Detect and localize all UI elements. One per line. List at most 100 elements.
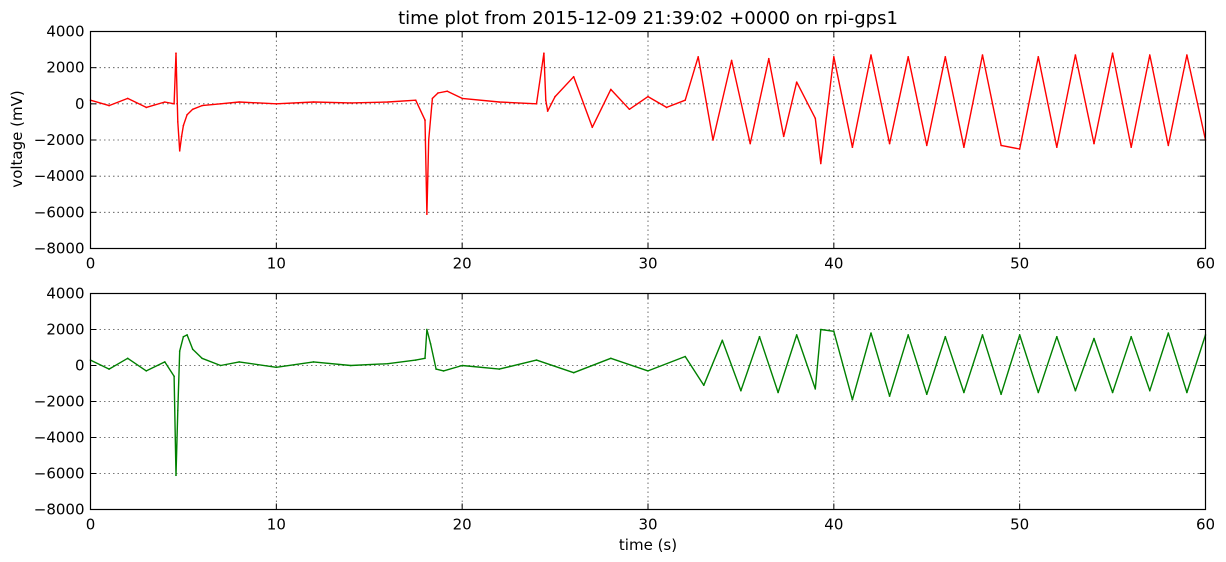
data-point (446, 90, 449, 92)
data-point (767, 57, 770, 60)
voltage-panel-top: time plot from 2015-12-09 21:39:02 +0000… (8, 8, 1215, 273)
data-point (782, 135, 785, 138)
data-point (219, 364, 222, 367)
data-point (164, 101, 166, 103)
y-tick-label: −2000 (34, 131, 85, 149)
data-point (1130, 146, 1132, 149)
data-point (610, 88, 612, 91)
data-point (429, 343, 432, 345)
data-point (1148, 54, 1151, 56)
data-point (572, 75, 575, 78)
data-point (546, 110, 549, 112)
data-point (758, 335, 761, 338)
data-point (730, 59, 733, 62)
data-point (628, 108, 631, 111)
x-tick-label: 30 (638, 255, 657, 273)
x-tick-label: 20 (453, 516, 472, 534)
data-point (1037, 56, 1040, 58)
data-point (870, 332, 872, 334)
data-point (1056, 146, 1058, 149)
y-tick-label: −4000 (34, 429, 85, 447)
data-point (312, 101, 315, 103)
data-point (275, 366, 278, 369)
data-point (1186, 54, 1188, 56)
data-point (349, 102, 352, 104)
data-point (647, 95, 649, 98)
data-point (424, 357, 426, 360)
data-point (1130, 335, 1132, 338)
data-point (1018, 148, 1021, 150)
x-tick-label: 60 (1196, 255, 1215, 273)
data-point (665, 106, 668, 109)
data-point (702, 384, 705, 387)
data-point (870, 54, 872, 56)
data-point (437, 92, 439, 94)
y-axis-label: voltage (mV) (8, 90, 26, 187)
data-point (572, 371, 575, 374)
x-tick-label: 10 (267, 516, 286, 534)
y-tick-label: −6000 (34, 465, 85, 483)
data-point (740, 389, 742, 392)
data-point (275, 103, 278, 105)
data-point (145, 370, 148, 372)
data-point (610, 357, 612, 360)
ticks-bottom: 0 10 20 30 40 50 60 −8000 −6000 −4000 −2000 0 2000 40… (34, 285, 1215, 534)
data-point (498, 101, 501, 103)
data-point (888, 142, 891, 145)
data-point (925, 144, 928, 147)
data-point (186, 113, 188, 116)
data-point (833, 56, 835, 58)
y-tick-label: 4000 (46, 23, 84, 41)
ticks-top: 0 10 20 30 40 50 60 −8000 −6000 −4000 −2000 0 2000 40… (34, 23, 1215, 273)
data-point (414, 359, 417, 361)
data-point (543, 52, 545, 54)
data-point (851, 398, 854, 401)
data-point (944, 56, 947, 58)
data-point (186, 334, 188, 336)
data-point (191, 108, 194, 111)
data-point (963, 391, 965, 394)
data-point (435, 368, 437, 370)
data-point (426, 213, 428, 215)
data-point (461, 364, 463, 367)
data-point (535, 359, 538, 361)
data-point (1037, 391, 1040, 394)
data-point (175, 474, 177, 477)
data-point (888, 395, 891, 397)
data-point (907, 56, 909, 58)
data-point (684, 99, 686, 102)
data-point (777, 391, 779, 394)
data-point (108, 104, 110, 107)
data-point (177, 121, 179, 123)
x-tick-label: 20 (453, 255, 472, 273)
data-point (126, 357, 129, 360)
data-point (178, 350, 181, 352)
data-point (238, 101, 240, 103)
data-point (814, 388, 817, 390)
data-point (1018, 334, 1021, 336)
data-point (851, 146, 854, 149)
y-tick-label: −8000 (34, 501, 85, 519)
data-point (180, 135, 183, 138)
data-point (820, 162, 822, 165)
data-point (544, 99, 547, 102)
data-point (684, 355, 686, 358)
data-point (554, 95, 556, 98)
data-point (1167, 332, 1170, 334)
data-point (535, 103, 538, 105)
data-point (431, 97, 434, 100)
y-tick-label: −2000 (34, 393, 85, 411)
data-point (201, 357, 203, 360)
data-point (1093, 142, 1095, 145)
data-point (795, 334, 798, 336)
x-tick-label: 60 (1196, 516, 1215, 534)
x-tick-label: 0 (86, 255, 96, 273)
data-point (820, 328, 822, 331)
x-tick-label: 40 (824, 255, 843, 273)
x-tick-label: 50 (1010, 516, 1029, 534)
data-point (312, 361, 315, 363)
voltage-panel-bottom: 0 10 20 30 40 50 60 −8000 −6000 −4000 −2000 0 2000 40… (34, 285, 1215, 555)
data-point (498, 368, 501, 370)
data-point (1074, 389, 1077, 392)
